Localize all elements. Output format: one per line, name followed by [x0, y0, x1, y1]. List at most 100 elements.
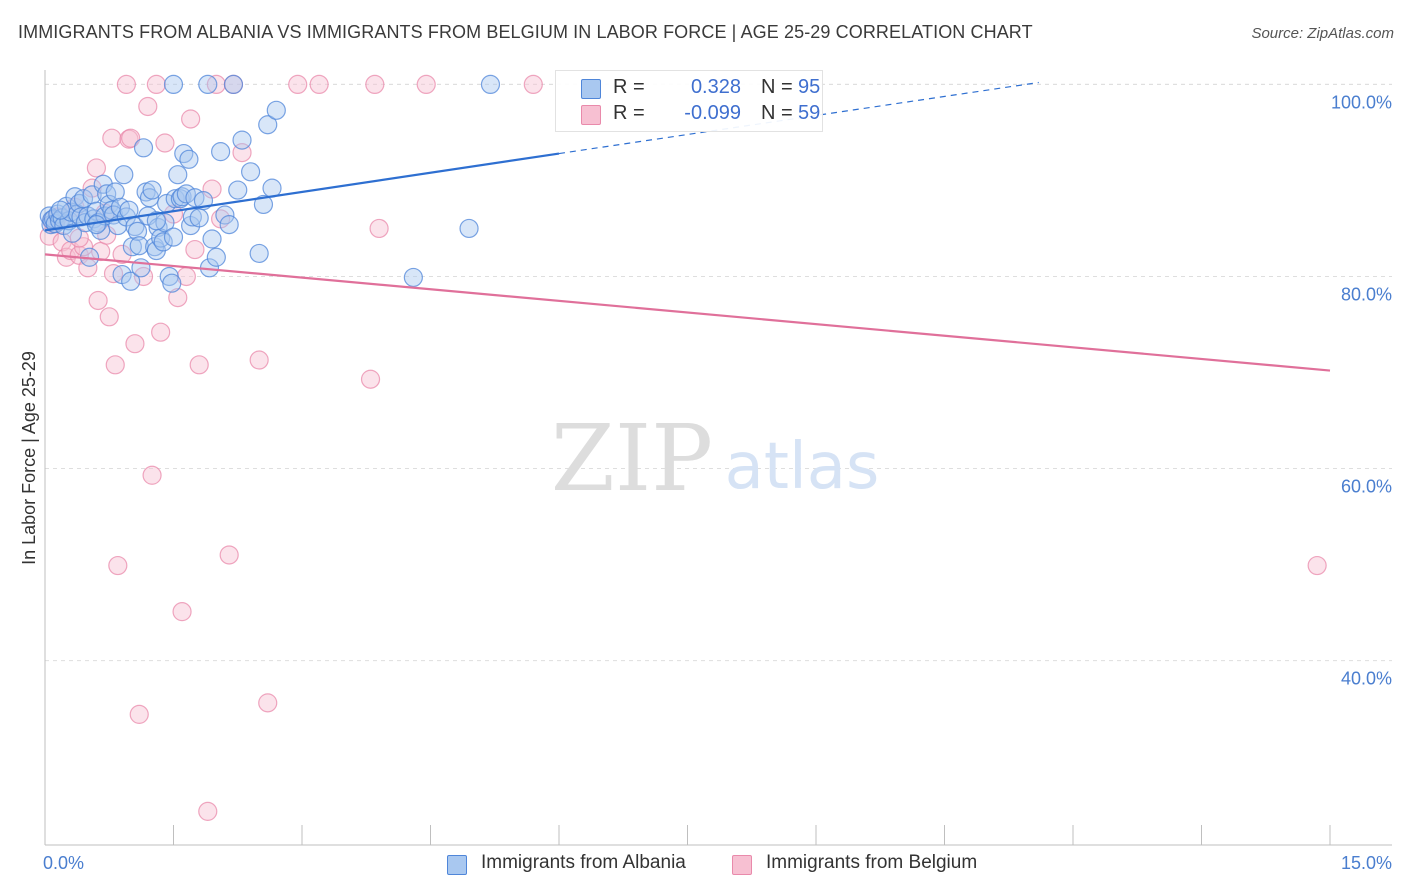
belgium-point [138, 96, 158, 117]
y-axis-title: In Labor Force | Age 25-29 [19, 351, 39, 565]
y-tick-label: 80.0% [1341, 284, 1392, 304]
belgium-point [112, 244, 132, 264]
albania-point [258, 115, 278, 135]
chart-title: IMMIGRANTS FROM ALBANIA VS IMMIGRANTS FR… [18, 22, 1033, 42]
belgium-n-label: N = [761, 102, 793, 124]
albania-point [121, 271, 141, 291]
belgium-point [198, 801, 218, 821]
belgium-r-value: -0.099 [684, 102, 741, 124]
belgium-point [142, 465, 162, 485]
albania-legend-swatch [447, 855, 467, 875]
watermark-zip: ZIP [551, 405, 713, 512]
series-legend: Immigrants from Albania Immigrants from … [0, 852, 1406, 880]
belgium-legend-label: Immigrants from Belgium [766, 852, 978, 873]
belgium-point [168, 288, 188, 308]
belgium-point [288, 74, 308, 95]
albania-point [219, 215, 239, 235]
belgium-point [172, 602, 192, 622]
belgium-point [360, 369, 381, 389]
y-tick-label: 100.0% [1331, 92, 1392, 112]
correlation-legend: R = 0.328 N = 95 R = -0.099 N = 59 [555, 70, 823, 132]
x-tick-label-min: 0.0% [43, 853, 84, 873]
albania-n-value: 95 [798, 76, 821, 98]
albania-point [480, 74, 501, 95]
albania-point [223, 74, 244, 95]
belgium-point [1307, 555, 1327, 576]
belgium-point [185, 239, 205, 260]
belgium-point [105, 355, 125, 375]
albania-point [162, 273, 182, 293]
belgium-point [129, 704, 149, 724]
albania-point [266, 100, 286, 120]
albania-point [403, 267, 423, 288]
albania-point [153, 232, 173, 252]
belgium-trend-line [44, 253, 1331, 372]
albania-point [163, 74, 184, 95]
albania-swatch [581, 79, 601, 99]
belgium-point [121, 128, 141, 148]
belgium-point [249, 350, 269, 370]
albania-point [459, 218, 479, 239]
belgium-legend-swatch [732, 855, 752, 875]
x-tick-label-max: 15.0% [1341, 853, 1392, 873]
belgium-point [181, 109, 201, 129]
belgium-point [108, 555, 128, 576]
belgium-point [189, 355, 209, 375]
albania-point [202, 229, 222, 249]
albania-point [62, 223, 83, 243]
albania-point [179, 149, 199, 169]
albania-point [241, 162, 261, 182]
belgium-point [365, 74, 385, 95]
albania-r-label: R = [613, 76, 645, 98]
belgium-point [102, 128, 122, 148]
belgium-point [309, 74, 329, 95]
chart-source: Source: ZipAtlas.com [1251, 25, 1394, 42]
albania-point [165, 189, 185, 209]
belgium-swatch [581, 105, 601, 125]
belgium-point [125, 334, 145, 354]
watermark: ZIP atlas [551, 405, 879, 512]
albania-point [189, 208, 209, 228]
belgium-point [116, 74, 136, 95]
albania-point [127, 221, 148, 241]
belgium-point [88, 290, 108, 311]
belgium-point [155, 133, 175, 153]
albania-point [228, 180, 248, 200]
belgium-n-value: 59 [798, 102, 821, 124]
albania-point [142, 180, 162, 200]
albania-point [146, 211, 166, 231]
albania-point [122, 237, 142, 257]
albania-point [133, 138, 154, 158]
albania-point [139, 188, 160, 208]
belgium-point [86, 158, 107, 178]
belgium-point [369, 218, 389, 239]
watermark-atlas: atlas [725, 430, 880, 504]
albania-point [163, 227, 184, 247]
albania-point [198, 74, 218, 95]
albania-point [249, 243, 269, 264]
albania-point [232, 130, 252, 150]
y-tick-label: 60.0% [1341, 477, 1392, 497]
belgium-point [146, 74, 166, 95]
albania-point [168, 165, 188, 185]
belgium-point [151, 322, 171, 342]
belgium-point [99, 307, 119, 327]
albania-point [215, 205, 235, 225]
albania-point [105, 182, 125, 202]
belgium-point [258, 693, 278, 713]
albania-trend-line [44, 152, 560, 232]
axes: 40.0% 60.0% 80.0% 100.0% 0.0% 15.0% [43, 70, 1392, 873]
albania-point [50, 200, 71, 220]
albania-series [39, 74, 501, 293]
belgium-point [523, 74, 543, 95]
albania-point [211, 142, 231, 162]
belgium-r-label: R = [613, 102, 645, 124]
belgium-point [219, 545, 239, 565]
y-tick-label: 40.0% [1341, 669, 1392, 689]
albania-r-value: 0.328 [690, 76, 741, 98]
albania-point [253, 194, 274, 215]
albania-legend-label: Immigrants from Albania [481, 852, 686, 873]
albania-point [206, 247, 226, 267]
albania-n-label: N = [761, 76, 793, 98]
